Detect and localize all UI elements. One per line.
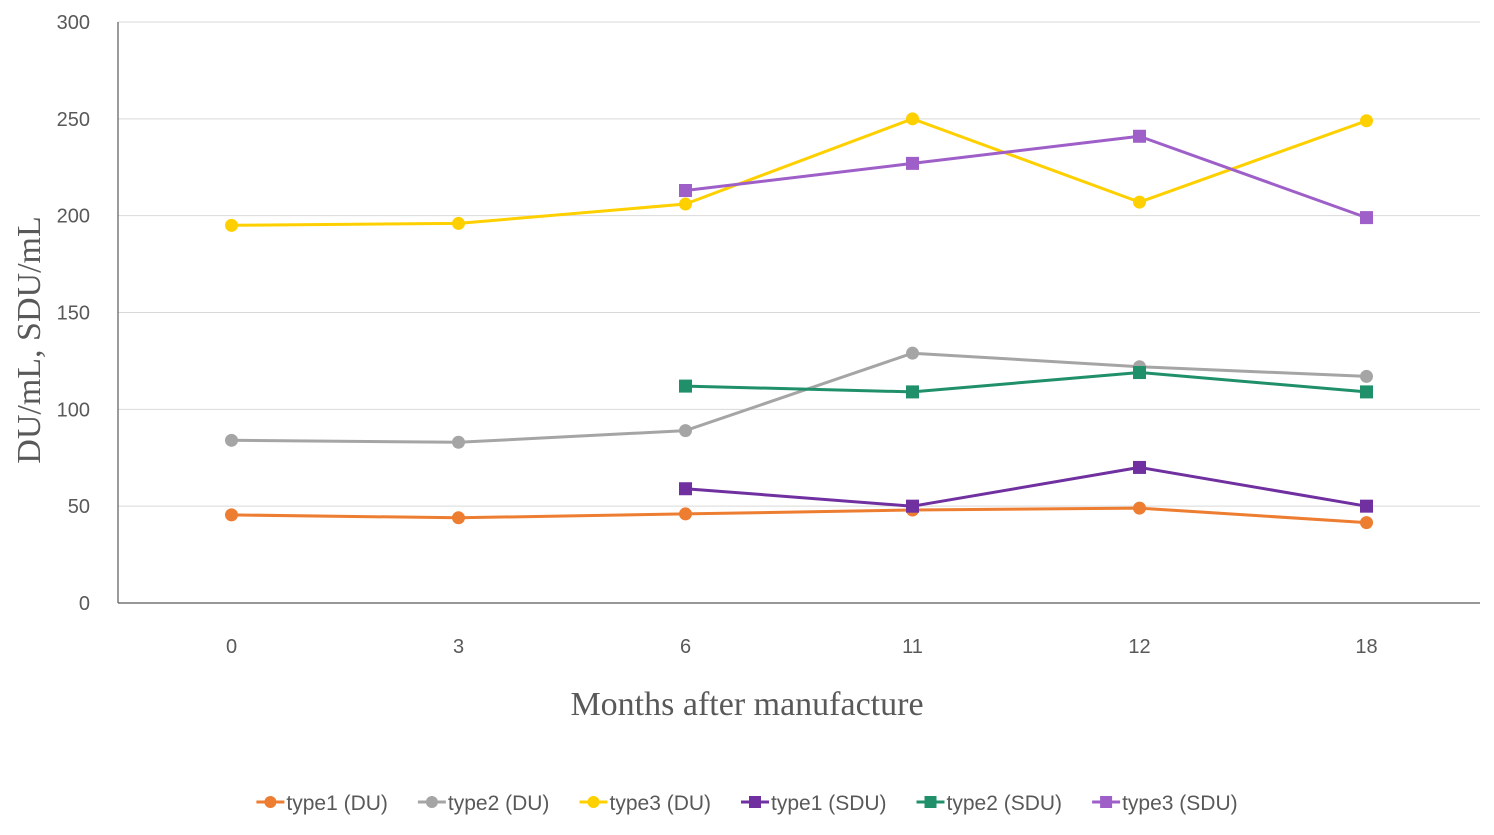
data-point <box>1133 129 1146 143</box>
x-tick-label: 6 <box>680 636 691 658</box>
legend-label: type3 (SDU) <box>1122 792 1238 815</box>
data-point <box>1133 501 1146 515</box>
x-tick-label: 18 <box>1355 636 1377 658</box>
data-point <box>906 499 919 513</box>
y-tick-label: 100 <box>57 399 90 421</box>
legend-marker <box>1100 796 1113 808</box>
data-point <box>452 216 465 230</box>
series-line <box>685 134 1368 220</box>
y-axis-title: DU/mL, SDU/mL <box>11 216 48 463</box>
y-tick-label: 50 <box>68 496 90 518</box>
data-point <box>679 379 692 393</box>
legend-label: type2 (DU) <box>448 792 550 815</box>
series-line <box>231 351 1367 444</box>
x-axis-title: Months after manufacture <box>570 686 923 723</box>
x-tick-label: 0 <box>226 636 237 658</box>
series-1 <box>225 501 1373 530</box>
legend-marker <box>264 796 277 808</box>
legend: type1 (DU) type2 (DU) type3 (DU) type1 (SDU… <box>256 792 1238 815</box>
data-point <box>906 346 919 360</box>
data-point <box>1133 460 1146 474</box>
data-point <box>1360 499 1373 513</box>
legend-marker <box>587 796 600 808</box>
legend-item: type1 (SDU) <box>741 792 887 815</box>
gridlines <box>118 21 1480 507</box>
x-tick-label: 12 <box>1128 636 1150 658</box>
legend-item: type3 (DU) <box>579 792 712 815</box>
legend-item: type3 (SDU) <box>1092 792 1238 815</box>
data-point <box>1360 114 1373 128</box>
axes <box>117 22 1480 604</box>
legend-label: type1 (DU) <box>286 792 388 815</box>
x-axis-ticks: 0 3 6 11 12 18 <box>226 636 1378 658</box>
series-6 <box>679 129 1373 225</box>
y-tick-label: 0 <box>79 593 90 615</box>
y-tick-label: 200 <box>57 206 90 228</box>
data-point <box>906 156 919 170</box>
series-5 <box>679 366 1373 399</box>
legend-label: type1 (SDU) <box>771 792 887 815</box>
data-point <box>452 435 465 449</box>
data-point <box>225 218 238 232</box>
data-point <box>1360 369 1373 383</box>
data-point <box>1133 195 1146 209</box>
series-4 <box>679 460 1373 513</box>
y-axis-ticks: 0 50 100 150 200 250 300 <box>57 12 90 615</box>
y-tick-label: 300 <box>57 12 90 34</box>
x-tick-label: 11 <box>902 636 923 658</box>
data-point <box>1360 385 1373 399</box>
legend-label: type2 (SDU) <box>947 792 1063 815</box>
data-point <box>679 183 692 197</box>
y-tick-label: 150 <box>57 303 90 325</box>
data-point <box>679 482 692 496</box>
data-point <box>225 433 238 447</box>
legend-item: type1 (DU) <box>256 792 388 815</box>
data-point <box>679 197 692 211</box>
series-3 <box>225 112 1373 232</box>
series-line <box>231 506 1367 525</box>
legend-marker <box>749 796 761 808</box>
series-line <box>685 465 1367 508</box>
data-point <box>452 511 465 525</box>
series-2 <box>225 346 1373 449</box>
data-point <box>1360 516 1373 530</box>
data-point <box>679 507 692 521</box>
series-line <box>231 117 1368 227</box>
x-tick-label: 3 <box>453 636 464 658</box>
data-point <box>906 385 919 399</box>
data-point <box>679 424 692 438</box>
legend-marker <box>924 796 937 808</box>
data-series <box>225 112 1373 530</box>
legend-item: type2 (DU) <box>417 792 550 815</box>
data-point <box>1360 211 1373 225</box>
legend-item: type2 (SDU) <box>916 792 1063 815</box>
y-tick-label: 250 <box>57 109 90 131</box>
legend-label: type3 (DU) <box>610 792 712 815</box>
legend-marker <box>425 796 438 808</box>
series-line <box>685 371 1367 394</box>
data-point <box>225 508 238 522</box>
data-point <box>1133 366 1146 380</box>
data-point <box>906 112 919 126</box>
